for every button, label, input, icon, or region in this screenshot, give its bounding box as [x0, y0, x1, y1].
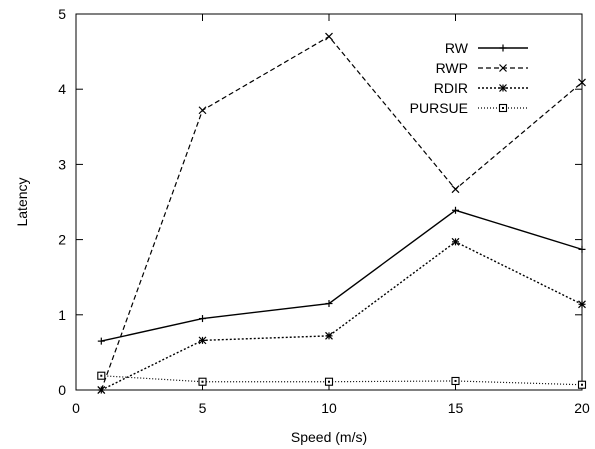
- legend-marker-rdir: [499, 84, 507, 92]
- y-tick-label: 2: [58, 232, 66, 248]
- y-tick-label: 5: [58, 6, 66, 22]
- x-tick-label: 20: [574, 400, 590, 416]
- legend-label: RW: [445, 40, 469, 56]
- x-tick-label: 5: [199, 400, 207, 416]
- x-tick-label: 10: [321, 400, 337, 416]
- legend-marker-rwp: [499, 64, 507, 72]
- data-point-rwp: [198, 106, 207, 115]
- data-point-rdir: [451, 237, 460, 246]
- legend-marker-rw: [499, 44, 507, 52]
- legend-marker-pursue: [498, 103, 508, 113]
- legend-entry-rw: RW: [445, 40, 528, 56]
- data-point-rw: [97, 337, 105, 345]
- y-tick-label: 0: [58, 382, 66, 398]
- data-point-rw: [199, 315, 206, 323]
- legend-entry-pursue: PURSUE: [410, 100, 528, 116]
- data-point-rwp: [325, 32, 333, 41]
- data-point-rwp: [578, 78, 586, 87]
- series-line-rw: [101, 209, 583, 342]
- x-tick-label: 0: [72, 400, 80, 416]
- y-axis-label: Latency: [14, 177, 30, 226]
- y-tick-label: 4: [58, 81, 66, 97]
- data-point-pursue: [577, 380, 587, 389]
- data-point-pursue: [198, 377, 207, 386]
- data-point-pursue: [97, 371, 106, 380]
- data-point-rw: [325, 300, 333, 308]
- series-group: [97, 32, 587, 394]
- y-tick-label: 1: [58, 307, 66, 323]
- data-point-rdir: [198, 336, 207, 345]
- y-tick-label: 3: [58, 156, 66, 172]
- data-point-pursue: [324, 377, 334, 386]
- data-point-pursue: [451, 376, 460, 386]
- data-point-rwp: [451, 185, 460, 194]
- x-tick-label: 15: [448, 400, 464, 416]
- series-line-rwp: [100, 35, 583, 391]
- legend-entry-rdir: RDIR: [434, 80, 528, 96]
- data-point-rdir: [97, 386, 106, 394]
- series-rdir: [97, 237, 586, 394]
- series-pursue: [97, 371, 587, 389]
- legend-label: PURSUE: [410, 100, 468, 116]
- series-rwp: [97, 32, 586, 394]
- legend-label: RWP: [436, 60, 468, 76]
- legend-entry-rwp: RWP: [436, 60, 528, 76]
- series-line-rdir: [100, 241, 583, 391]
- data-point-rdir: [578, 300, 586, 309]
- x-axis-label: Speed (m/s): [291, 429, 367, 445]
- series-rw: [97, 206, 586, 345]
- data-point-rw: [578, 245, 586, 253]
- legend-label: RDIR: [434, 80, 468, 96]
- legend: RW RWP RDIR PURSUE: [410, 40, 528, 116]
- y-axis: 0 1 2 3 4 5: [58, 6, 582, 398]
- x-axis: 0 5 10 15 20: [72, 14, 590, 416]
- data-point-rdir: [325, 331, 333, 340]
- series-line-pursue: [101, 375, 583, 386]
- data-point-rw: [452, 206, 459, 214]
